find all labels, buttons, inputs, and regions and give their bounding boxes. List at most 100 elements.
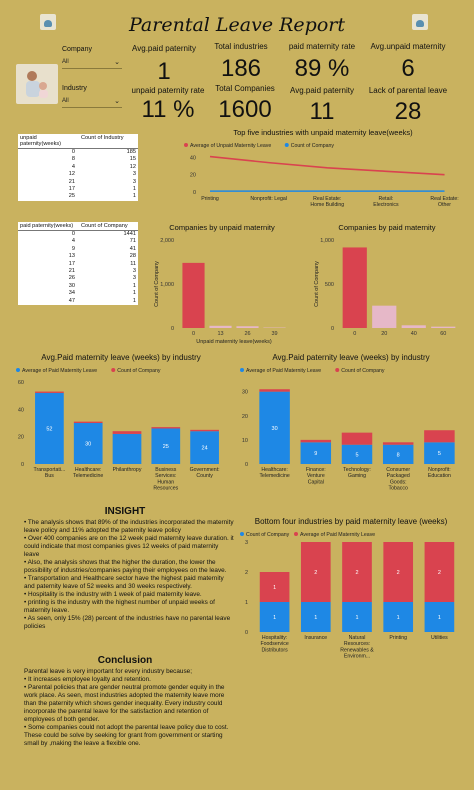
avg-paid-paternity-by-industry-chart: Avg.Paid paternity leave (weeks) by indu…: [240, 353, 455, 492]
x-tick-label: 0: [192, 331, 195, 337]
x-tick-label: Natural: [349, 635, 366, 641]
x-tick-label: Healthcare:: [261, 467, 288, 473]
table-cell: 12: [68, 171, 75, 178]
table-row: 17 11: [18, 261, 138, 268]
kpi-label: Total industries: [214, 42, 268, 51]
kpi-value: 11 %: [141, 96, 195, 123]
table-cell: 28: [129, 253, 136, 260]
bar-segment: [383, 542, 414, 602]
bullet-item: • Parental policies that are gender neut…: [24, 684, 225, 723]
x-tick-label: 13: [217, 331, 223, 337]
y-tick-label: 0: [245, 462, 248, 468]
x-tick-label: 60: [440, 331, 446, 337]
y-tick-label: 20: [190, 173, 196, 179]
kpi-label: Avg.unpaid maternity: [370, 42, 446, 51]
legend-marker: [240, 368, 244, 372]
table-row: 0 185: [18, 149, 138, 156]
data-label: 2: [314, 570, 317, 576]
top-five-unpaid-maternity-chart: Top five industries with unpaid maternit…: [184, 128, 459, 208]
bar-segment: [259, 389, 290, 392]
bar-segment: [300, 602, 331, 632]
table-cell: 185: [126, 149, 136, 155]
bar-segment: [151, 427, 181, 429]
table-cell: 12: [129, 163, 136, 170]
table-cell: 25: [68, 193, 75, 200]
kpi-value: 6: [401, 55, 415, 82]
bullet-item: • Some companies could not adopt the par…: [24, 724, 229, 747]
data-label: 5: [438, 451, 441, 457]
chart-title: Bottom four industries by paid maternity…: [255, 517, 448, 526]
x-tick-label: Nonprofit:: [428, 467, 451, 473]
y-tick-label: 0: [21, 462, 24, 468]
bar-segment: [382, 442, 414, 445]
series-line: [209, 155, 445, 176]
bar-segment: [424, 602, 455, 632]
bullet-item: • The analysis shows that 89% of the ind…: [24, 519, 234, 534]
companies-by-paid-maternity-chart: Companies by paid maternity 0 500 1,000 Coun…: [314, 223, 456, 337]
x-tick-label: Resources:: [344, 641, 370, 647]
y-tick-label: 0: [193, 190, 196, 196]
table-row: 0 1441: [18, 231, 138, 238]
chevron-down-icon: ⌄: [114, 98, 120, 105]
y-tick-label: 60: [18, 380, 24, 386]
table-cell: 4: [71, 163, 75, 170]
bar-segment: [300, 442, 332, 464]
companies-by-unpaid-maternity-chart: Companies by unpaid maternity 0 1,000 2,000…: [154, 223, 286, 345]
bottom-four-industries-chart: Bottom four industries by paid maternity…: [240, 517, 455, 660]
kpi-label: unpaid paternity rate: [131, 86, 205, 95]
table-cell: 9: [71, 245, 75, 252]
company-dropdown[interactable]: All ⌄: [62, 57, 122, 69]
table-row: 47 1: [18, 298, 138, 305]
bar: [342, 247, 367, 328]
logo-left-icon: [40, 14, 56, 30]
bullet-item: • Over 400 companies are on the 12 week …: [24, 535, 234, 558]
data-label: 5: [355, 452, 358, 458]
x-tick-label: Utilities: [431, 635, 448, 641]
x-tick-label: Distributors: [261, 647, 288, 653]
table-row: 17 1: [18, 186, 138, 193]
x-tick-label: Human: [157, 479, 174, 485]
industry-dropdown[interactable]: All ⌄: [62, 96, 122, 108]
bar-segment: [35, 392, 64, 464]
y-tick-label: 500: [325, 282, 334, 288]
table-row: 4 12: [18, 164, 138, 171]
legend-marker: [335, 368, 340, 372]
bar-segment: [424, 442, 455, 464]
slicer-company-label: Company: [62, 46, 92, 53]
legend-marker: [240, 532, 244, 536]
legend-marker: [284, 143, 289, 147]
data-label: 2: [438, 570, 441, 576]
y-tick-label: 20: [242, 414, 248, 420]
bar-segment: [300, 542, 331, 602]
y-axis-label: Count of Company: [314, 261, 320, 307]
chart-title: Top five industries with unpaid maternit…: [233, 128, 413, 137]
industry-dropdown-value: All: [62, 98, 69, 104]
bar-segment: [424, 542, 455, 602]
chart-title: Avg.Paid paternity leave (weeks) by indu…: [272, 353, 429, 362]
x-tick-label: Healthcare:: [75, 467, 102, 473]
table-cell: 1441: [123, 231, 136, 237]
bar: [236, 326, 259, 328]
table-cell: 71: [129, 238, 136, 245]
table-cell: 3: [132, 275, 136, 282]
table-row: 8 15: [18, 156, 138, 163]
table-cell: 21: [68, 268, 75, 275]
bar-segment: [190, 431, 219, 464]
bar-segment: [151, 428, 181, 464]
bullet-item: Parental leave is very important for eve…: [24, 668, 193, 675]
data-label: 1: [355, 615, 358, 621]
table-cell: 3: [132, 268, 136, 275]
table-cell: 1: [132, 193, 136, 200]
table-cell: 26: [68, 275, 75, 282]
family-photo: [16, 64, 58, 104]
conclusion-title: Conclusion: [97, 655, 153, 666]
table-cell: 3: [132, 178, 136, 185]
x-tick-label: Philanthropy: [113, 467, 142, 473]
table-cell: 1: [132, 282, 136, 289]
logo-right-icon: [412, 14, 428, 30]
bullet-item: • printing is the industry with the high…: [24, 599, 215, 614]
x-tick-label: Printing: [389, 635, 407, 641]
bar-segment: [342, 542, 372, 602]
table-cell: 1: [132, 290, 136, 297]
x-tick-label: Electronics: [373, 202, 399, 208]
